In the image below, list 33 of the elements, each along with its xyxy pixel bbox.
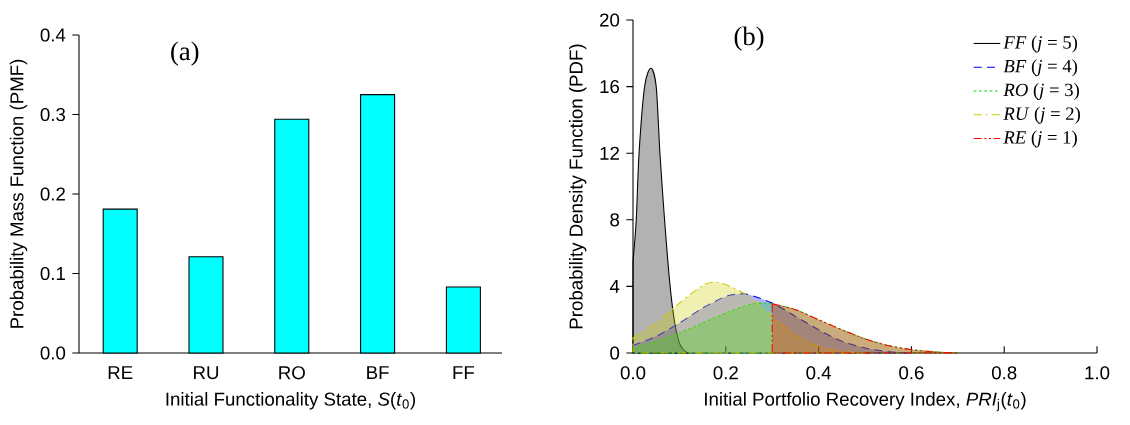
- x-tick-label: 0.2: [713, 366, 738, 380]
- y-tick-label: 0.2: [40, 187, 65, 201]
- y-tick-label: 4: [609, 279, 620, 293]
- y-tick-label: 12: [600, 146, 619, 160]
- x-tick-label: RU: [194, 366, 219, 380]
- chart-title: (b): [734, 26, 764, 51]
- x-tick-label: BF: [367, 366, 389, 379]
- x-tick-label: RE: [108, 366, 133, 379]
- y-tick-label: 0.0: [40, 346, 66, 360]
- x-tick-label: 0.4: [806, 366, 832, 380]
- legend-label: RO (j = 3): [1003, 83, 1079, 101]
- x-tick-label: RO: [279, 366, 305, 380]
- x-tick-label: 0.6: [899, 366, 924, 380]
- x-axis-title: Initial Functionality State, S(t$_{0}$): [166, 392, 416, 410]
- x-axis-title: Initial Portfolio Recovery Index, PRI$_{j}$(t$_{0}$): [705, 392, 1026, 412]
- y-tick-label: 8: [610, 213, 620, 227]
- y-tick-label: 0.3: [40, 107, 66, 122]
- legend-label: FF (j = 5): [1003, 35, 1078, 53]
- y-tick-label: 0.4: [40, 28, 66, 42]
- chart-title: (a): [171, 41, 199, 66]
- legend-label: RU (j = 2): [1003, 106, 1080, 124]
- x-tick-label: FF: [453, 366, 475, 379]
- legend-label: RE (j = 1): [1003, 130, 1077, 148]
- y-axis-title: Probability Mass Function (PMF): [9, 59, 28, 328]
- x-tick-label: 0.8: [991, 366, 1017, 380]
- x-tick-label: 1.0: [1085, 366, 1110, 380]
- y-tick-label: 0.1: [40, 266, 65, 281]
- y-tick-label: 0: [610, 346, 620, 360]
- x-tick-label: 0.0: [620, 366, 646, 380]
- y-tick-label: 20: [600, 13, 620, 27]
- y-axis-title: Probability Density Function (PDF): [568, 44, 587, 329]
- y-tick-label: 16: [600, 79, 620, 94]
- legend-label: BF (j = 4): [1003, 59, 1078, 77]
